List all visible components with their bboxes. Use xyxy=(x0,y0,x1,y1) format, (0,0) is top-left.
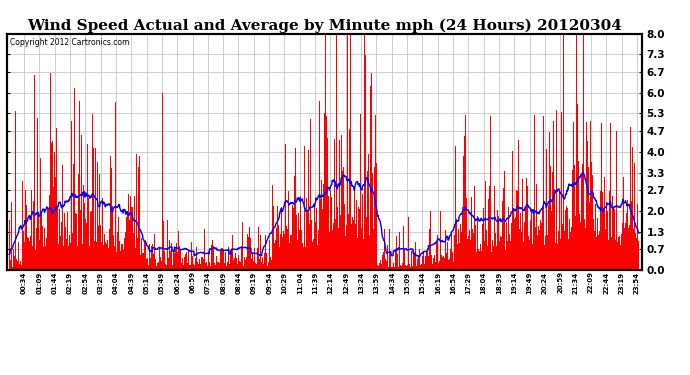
Title: Wind Speed Actual and Average by Minute mph (24 Hours) 20120304: Wind Speed Actual and Average by Minute … xyxy=(27,18,622,33)
Text: Copyright 2012 Cartronics.com: Copyright 2012 Cartronics.com xyxy=(10,39,130,48)
